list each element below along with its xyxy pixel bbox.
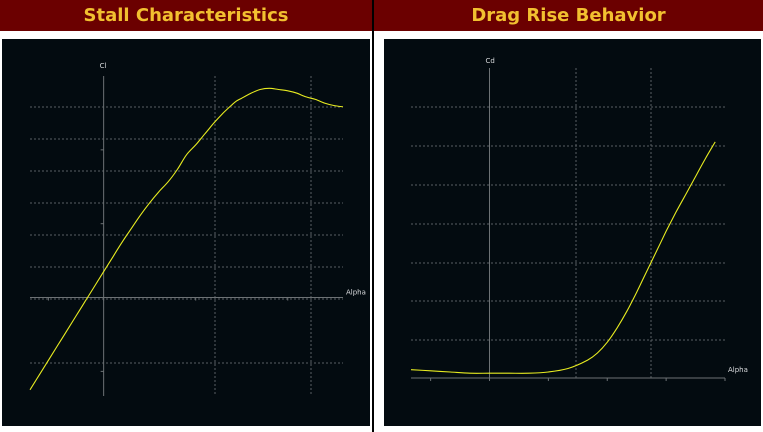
chart-grid [411, 68, 725, 378]
chart-grid [30, 76, 343, 396]
panel-header-stall: Stall Characteristics [0, 0, 372, 31]
series-line-0 [410, 141, 716, 374]
chart-panel-stall: Cl Alpha [2, 39, 370, 426]
y-axis-label: Cl [100, 62, 107, 70]
x-axis-label: Alpha [346, 289, 366, 297]
panel-header-drag: Drag Rise Behavior [374, 0, 763, 31]
chart-drag-rise-behavior: Cd Alpha [410, 57, 748, 381]
chart-stall-characteristics: Cl Alpha [29, 62, 366, 396]
series-line-0 [29, 87, 344, 391]
chart-panel-drag: Cd Alpha [384, 39, 761, 426]
x-axis-label: Alpha [728, 366, 748, 374]
panel-divider [372, 0, 374, 432]
y-axis-label: Cd [486, 57, 495, 65]
